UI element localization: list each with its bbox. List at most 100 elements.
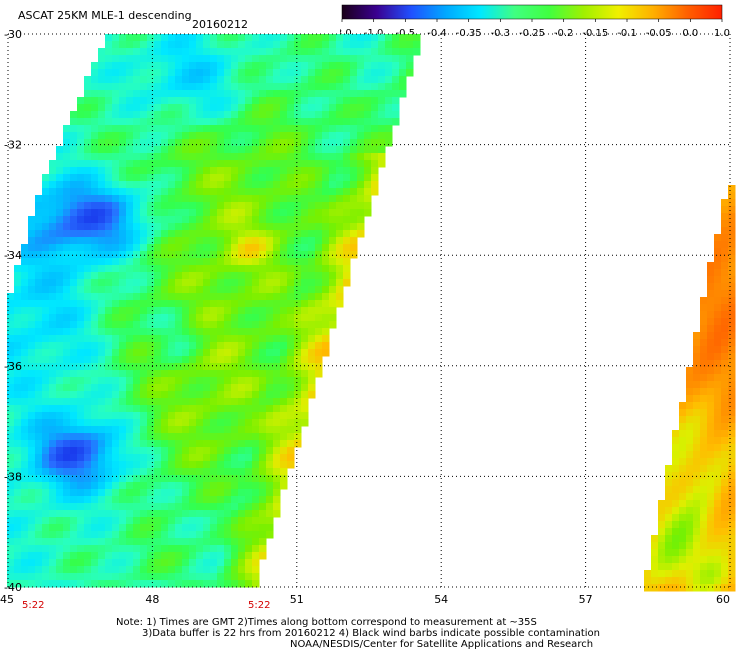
swath-cell bbox=[385, 125, 393, 133]
swath-cell bbox=[329, 293, 337, 301]
swath-cell bbox=[21, 419, 29, 427]
swath-cell bbox=[259, 139, 267, 147]
swath-cell bbox=[14, 489, 22, 497]
swath-cell bbox=[28, 398, 36, 406]
swath-cell bbox=[189, 132, 197, 140]
swath-cell bbox=[707, 283, 715, 291]
swath-cell bbox=[329, 223, 337, 231]
swath-cell bbox=[700, 402, 708, 410]
swath-cell bbox=[42, 447, 50, 455]
swath-cell bbox=[315, 146, 323, 154]
swath-cell bbox=[217, 398, 225, 406]
swath-cell bbox=[238, 328, 246, 336]
swath-cell bbox=[133, 209, 141, 217]
swath-cell bbox=[203, 307, 211, 315]
swath-cell bbox=[231, 419, 239, 427]
swath-cell bbox=[196, 482, 204, 490]
swath-cell bbox=[175, 356, 183, 364]
swath-cell bbox=[140, 461, 148, 469]
swath-cell bbox=[357, 174, 365, 182]
swath-cell bbox=[189, 34, 197, 42]
swath-cell bbox=[721, 465, 729, 473]
swath-cell bbox=[84, 545, 92, 553]
swath-cell bbox=[252, 545, 260, 553]
swath-cell bbox=[287, 342, 295, 350]
swath-cell bbox=[77, 153, 85, 161]
swath-cell bbox=[259, 230, 267, 238]
swath-cell bbox=[357, 62, 365, 70]
swath-cell bbox=[238, 41, 246, 49]
lon-tick-label: 60 bbox=[716, 593, 730, 606]
swath-cell bbox=[119, 538, 127, 546]
swath-cell bbox=[245, 83, 253, 91]
swath-cell bbox=[301, 153, 309, 161]
swath-cell bbox=[224, 503, 232, 511]
swath-cell bbox=[119, 272, 127, 280]
swath-cell bbox=[77, 314, 85, 322]
swath-cell bbox=[14, 545, 22, 553]
swath-cell bbox=[91, 209, 99, 217]
swath-cell bbox=[56, 503, 64, 511]
swath-cell bbox=[364, 90, 372, 98]
swath-cell bbox=[168, 293, 176, 301]
swath-cell bbox=[42, 216, 50, 224]
swath-cell bbox=[301, 195, 309, 203]
swath-cell bbox=[679, 549, 687, 557]
swath-cell bbox=[406, 62, 414, 70]
swath-cell bbox=[98, 482, 106, 490]
swath-cell bbox=[154, 76, 162, 84]
swath-cell bbox=[350, 90, 358, 98]
swath-cell bbox=[252, 405, 260, 413]
swath-cell bbox=[714, 444, 722, 452]
swath-cell bbox=[7, 300, 15, 308]
swath-cell bbox=[105, 48, 113, 56]
swath-cell bbox=[56, 293, 64, 301]
swath-cell bbox=[28, 510, 36, 518]
swath-cell bbox=[42, 188, 50, 196]
swath-cell bbox=[224, 405, 232, 413]
swath-cell bbox=[63, 517, 71, 525]
swath-cell bbox=[126, 244, 134, 252]
swath-cell bbox=[182, 559, 190, 567]
swath-cell bbox=[168, 342, 176, 350]
swath-cell bbox=[21, 286, 29, 294]
swath-cell bbox=[210, 223, 218, 231]
swath-cell bbox=[252, 188, 260, 196]
swath-cell bbox=[140, 349, 148, 357]
swath-cell bbox=[336, 279, 344, 287]
swath-cell bbox=[175, 496, 183, 504]
swath-cell bbox=[140, 356, 148, 364]
swath-cell bbox=[259, 55, 267, 63]
swath-cell bbox=[266, 111, 274, 119]
swath-cell bbox=[287, 391, 295, 399]
swath-cell bbox=[63, 181, 71, 189]
swath-cell bbox=[161, 335, 169, 343]
swath-cell bbox=[721, 584, 729, 592]
swath-cell bbox=[56, 496, 64, 504]
swath-cell bbox=[280, 279, 288, 287]
swath-cell bbox=[252, 447, 260, 455]
swath-cell bbox=[252, 251, 260, 259]
swath-cell bbox=[238, 538, 246, 546]
swath-cell bbox=[98, 433, 106, 441]
swath-cell bbox=[280, 62, 288, 70]
swath-cell bbox=[7, 489, 15, 497]
swath-cell bbox=[119, 405, 127, 413]
swath-cell bbox=[28, 552, 36, 560]
swath-cell bbox=[133, 412, 141, 420]
swath-cell bbox=[28, 538, 36, 546]
swath-cell bbox=[84, 391, 92, 399]
swath-cell bbox=[35, 510, 43, 518]
swath-cell bbox=[49, 181, 57, 189]
swath-cell bbox=[224, 223, 232, 231]
swath-cell bbox=[98, 531, 106, 539]
swath-cell bbox=[182, 517, 190, 525]
swath-cell bbox=[140, 153, 148, 161]
swath-cell bbox=[378, 55, 386, 63]
swath-cell bbox=[322, 286, 330, 294]
swath-cell bbox=[133, 482, 141, 490]
swath-cell bbox=[161, 524, 169, 532]
swath-cell bbox=[140, 300, 148, 308]
swath-cell bbox=[161, 370, 169, 378]
swath-cell bbox=[161, 559, 169, 567]
